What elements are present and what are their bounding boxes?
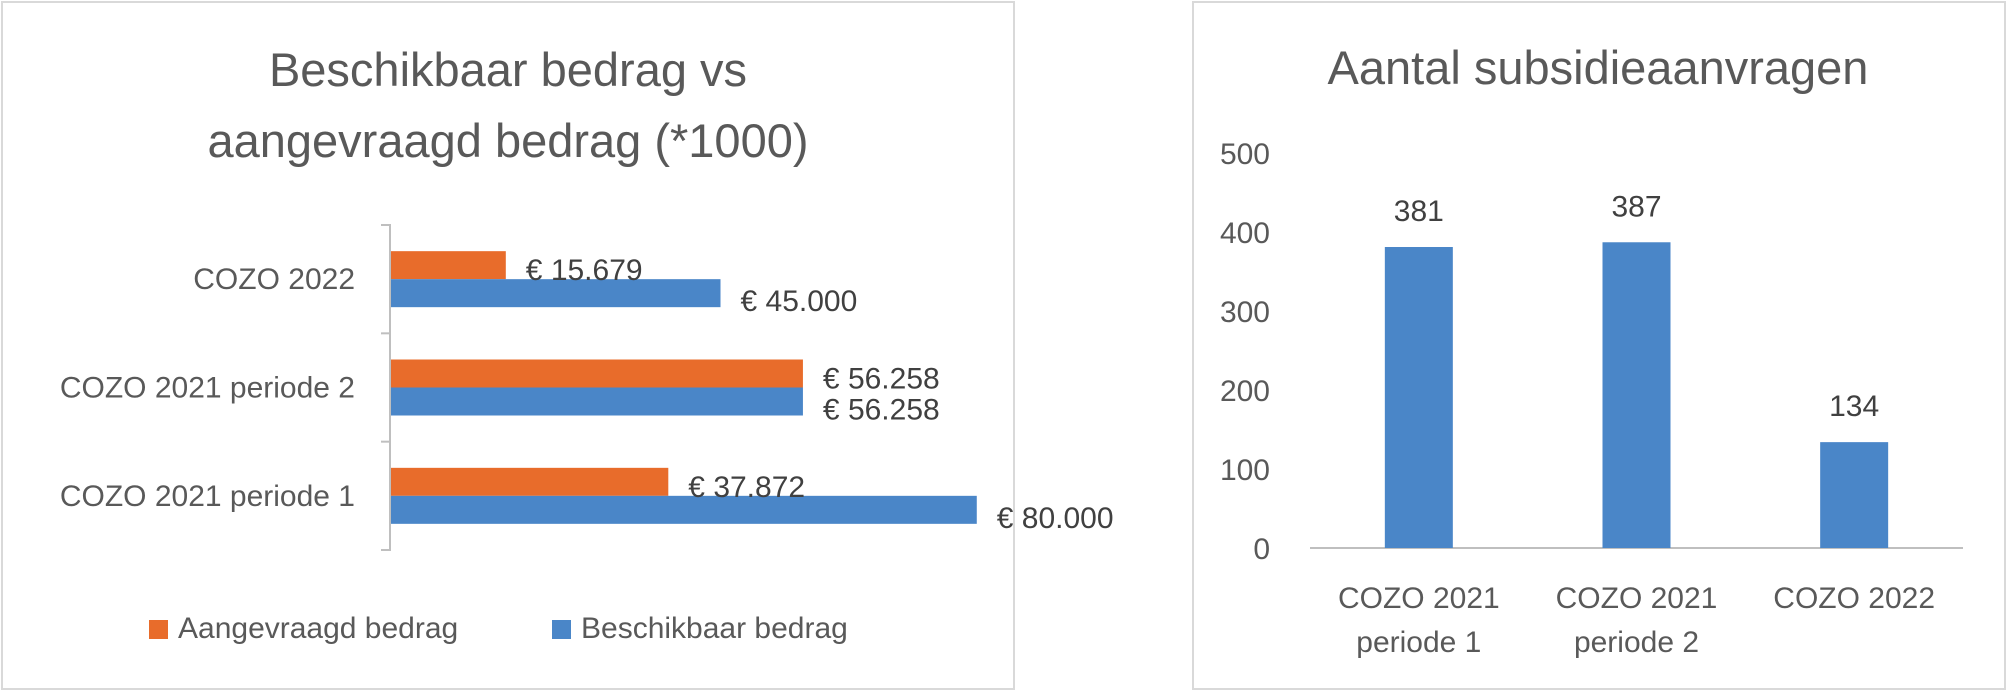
data-label-available: € 56.258 xyxy=(823,394,940,427)
chart-right-y-tick-label: 200 xyxy=(1220,375,1270,408)
chart-left-border xyxy=(1,1,1015,690)
bar-available xyxy=(391,387,803,416)
chart-right-category-label: periode 1 xyxy=(1356,626,1481,659)
legend-label-available: Beschikbaar bedrag xyxy=(581,612,848,645)
bar-available xyxy=(391,279,721,308)
chart-left-category-label: COZO 2021 periode 1 xyxy=(60,480,355,513)
legend-swatch-requested xyxy=(149,620,168,639)
chart-right-y-tick-label: 300 xyxy=(1220,296,1270,329)
chart-left-category-label: COZO 2022 xyxy=(193,263,355,296)
bar-requested xyxy=(391,251,506,280)
chart-right-title: Aantal subsidieaanvragen xyxy=(1328,41,1869,94)
chart-right-category-label: periode 2 xyxy=(1574,626,1699,659)
data-label-available: € 80.000 xyxy=(997,502,1114,535)
chart-right-border xyxy=(1192,1,2006,690)
chart-right-y-tick-label: 100 xyxy=(1220,454,1270,487)
data-label-requested: € 15.679 xyxy=(526,254,643,287)
chart-right-category-label: COZO 2021 xyxy=(1556,582,1718,615)
data-label-applications: 134 xyxy=(1829,390,1879,423)
data-label-requested: € 56.258 xyxy=(823,363,940,396)
chart-right-category-label: COZO 2021 xyxy=(1338,582,1500,615)
data-label-requested: € 37.872 xyxy=(688,471,805,504)
bar-available xyxy=(391,495,977,524)
legend-swatch-available xyxy=(552,620,571,639)
chart-right-category-label: COZO 2022 xyxy=(1773,582,1935,615)
bar-requested xyxy=(391,467,669,496)
chart-right-y-tick-label: 400 xyxy=(1220,217,1270,250)
bar-applications xyxy=(1602,242,1671,548)
chart-right: Aantal subsidieaanvragen 0 100 200 300 400 50… xyxy=(1192,1,2006,690)
chart-left-category-label: COZO 2021 periode 2 xyxy=(60,372,355,405)
chart-right-y-tick-label: 0 xyxy=(1253,533,1270,566)
bar-applications xyxy=(1384,247,1453,548)
legend-label-requested: Aangevraagd bedrag xyxy=(178,612,458,645)
bar-requested xyxy=(391,359,803,388)
chart-right-y-tick-label: 500 xyxy=(1220,138,1270,171)
bar-applications xyxy=(1820,442,1889,548)
chart-left-title-line2: aangevraagd bedrag (*1000) xyxy=(207,114,808,167)
data-label-applications: 387 xyxy=(1611,190,1661,223)
chart-left-legend: Aangevraagd bedrag Beschikbaar bedrag xyxy=(149,612,848,645)
chart-left-title-line1: Beschikbaar bedrag vs xyxy=(269,43,747,96)
data-label-applications: 381 xyxy=(1394,195,1444,228)
chart-left: Beschikbaar bedrag vs aangevraagd bedrag… xyxy=(1,1,1114,690)
data-label-available: € 45.000 xyxy=(741,285,858,318)
